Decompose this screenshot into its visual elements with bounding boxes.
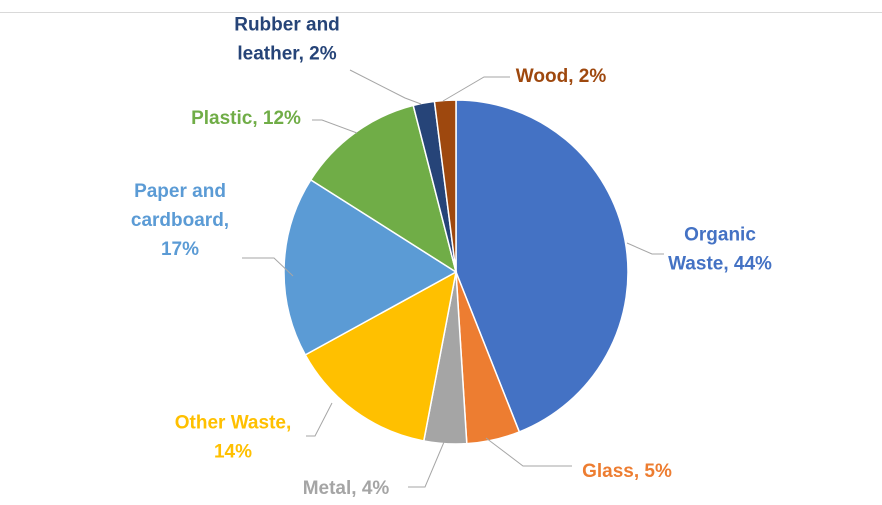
data-label-line: cardboard,	[131, 210, 229, 231]
data-label-line: Paper and	[134, 181, 226, 202]
data-label-other-waste: Other Waste, 14%	[175, 413, 292, 463]
data-label-line: Glass, 5%	[582, 461, 672, 482]
data-label-plastic: Plastic, 12%	[191, 108, 301, 129]
pie-slice-wood	[433, 99, 457, 273]
pie-slices	[283, 99, 629, 445]
pie-slice-paper-and-cardboard	[283, 178, 458, 356]
leader-line-wood	[442, 76, 510, 102]
data-label-line: 17%	[161, 239, 199, 260]
leader-line-other-waste	[306, 402, 333, 437]
data-label-line: Organic	[684, 225, 756, 246]
data-label-line: Rubber and	[234, 15, 340, 36]
data-label-glass: Glass, 5%	[582, 461, 672, 482]
data-label-wood: Wood, 2%	[516, 66, 607, 87]
pie-slice-other-waste	[304, 270, 458, 442]
data-label-line: Other Waste,	[175, 413, 292, 434]
data-label-metal: Metal, 4%	[303, 478, 390, 499]
data-label-line: leather, 2%	[237, 44, 336, 65]
leader-lines	[242, 69, 664, 488]
pie-slice-plastic	[309, 104, 458, 274]
leader-line-metal	[408, 441, 445, 488]
data-label-line: Plastic, 12%	[191, 108, 301, 129]
data-label-organic-waste: Organic Waste, 44%	[668, 225, 772, 275]
leader-line-paper-and-cardboard	[242, 257, 294, 277]
data-label-rubber-and-leather: Rubber and leather, 2%	[234, 15, 340, 65]
data-label-line: Metal, 4%	[303, 478, 390, 499]
data-label-line: 14%	[214, 442, 252, 463]
leader-line-glass	[485, 437, 572, 467]
chart-border	[0, 12, 882, 13]
leader-line-plastic	[312, 119, 358, 134]
data-labels: Organic Waste, 44% Glass, 5% Metal, 4% Other…	[131, 15, 772, 500]
pie-slice-organic-waste	[455, 99, 629, 433]
leader-line-organic-waste	[626, 242, 664, 255]
data-label-line: Waste, 44%	[668, 254, 772, 275]
data-label-paper-and-cardboard: Paper and cardboard, 17%	[131, 181, 229, 260]
data-label-line: Wood, 2%	[516, 66, 607, 87]
leader-line-rubber-and-leather	[349, 69, 422, 105]
